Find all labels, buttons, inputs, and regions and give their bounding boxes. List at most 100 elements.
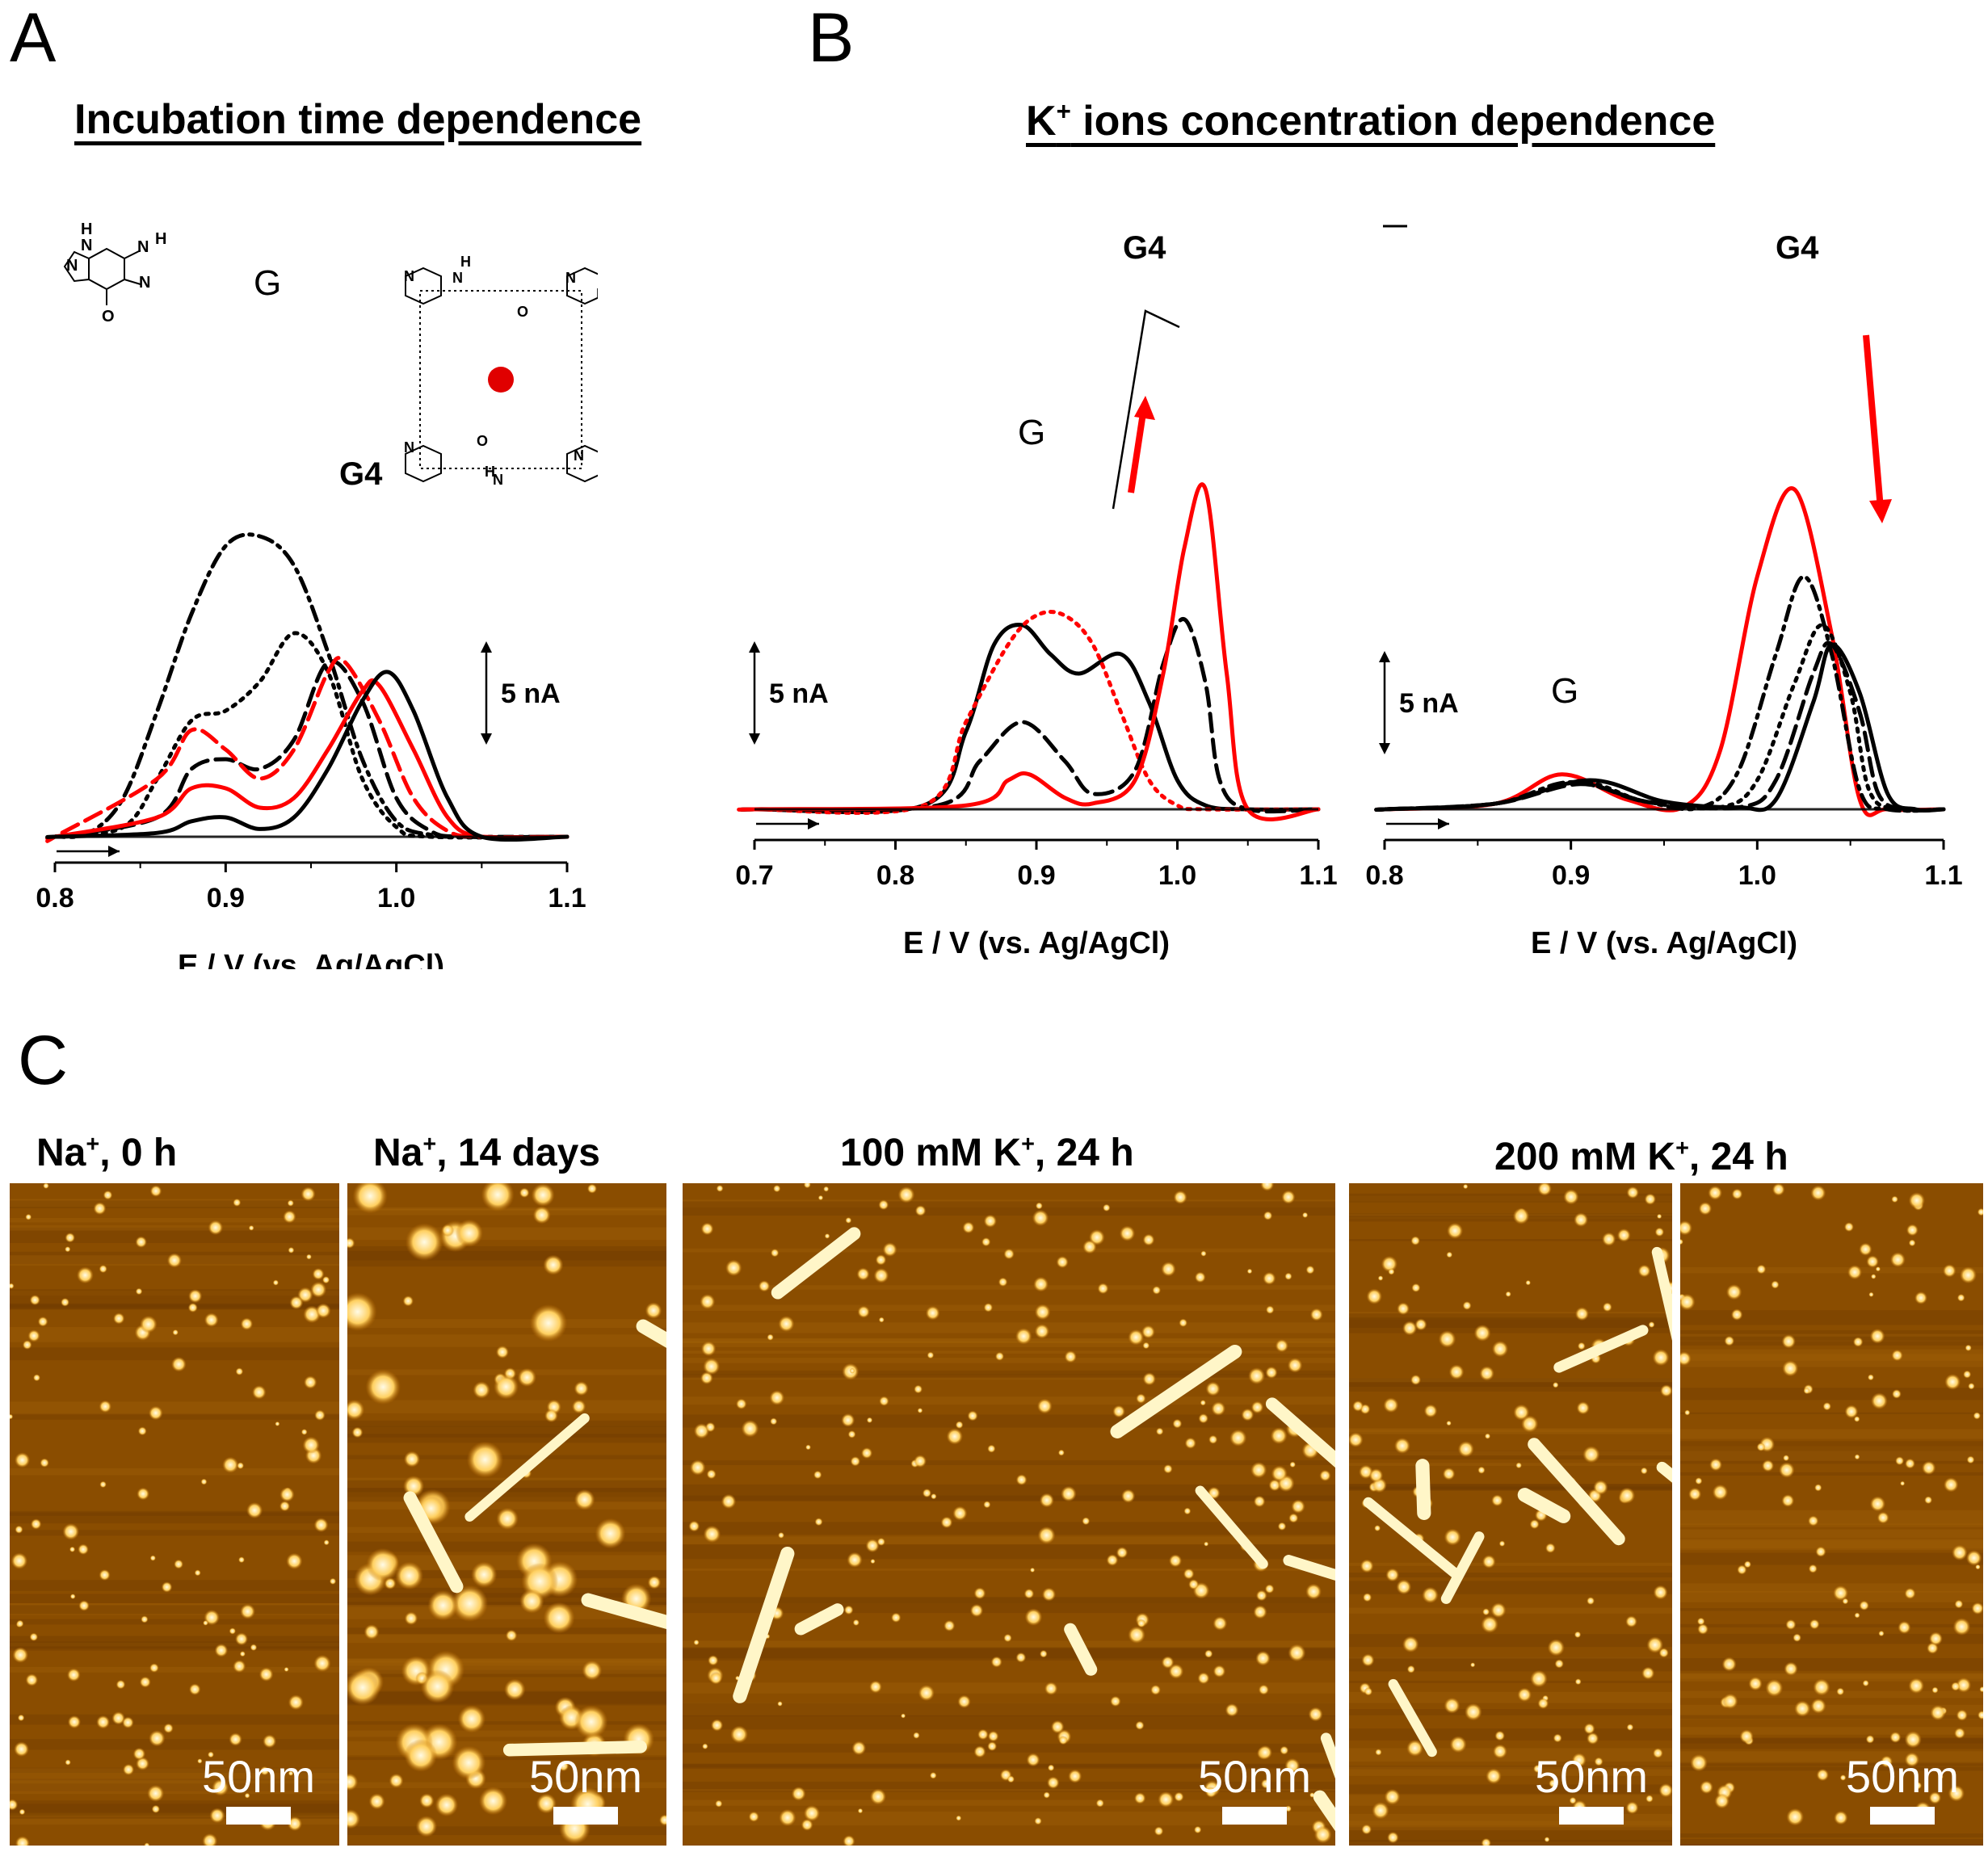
afm-particle-0-71 [322, 1275, 330, 1284]
afm-particle-4-91 [1881, 1755, 1893, 1768]
a-peak-label-g: G [254, 263, 281, 303]
b2-scale-bar-top [1379, 651, 1390, 662]
afm-stripe-2-30 [683, 1341, 1335, 1343]
b2-decrease-arrow [1863, 334, 1884, 510]
afm-particle-4-46 [1875, 1266, 1881, 1272]
afm-particle-2-208 [873, 1267, 889, 1283]
b2-peak-label-g4: G4 [1776, 230, 1819, 266]
afm-label-4-sup: + [1675, 1136, 1689, 1161]
afm-rod-2-5 [1195, 1485, 1268, 1569]
afm-particle-2-192 [1116, 1547, 1128, 1559]
afm-stripe-0-16 [10, 1401, 339, 1415]
afm-stripe-4-27 [1680, 1538, 1983, 1551]
afm-particle-4-135 [1908, 1239, 1916, 1247]
afm-particle-0-3 [65, 1246, 71, 1253]
afm-particle-3-43 [1349, 1432, 1364, 1447]
afm-particle-0-36 [272, 1279, 279, 1286]
afm-particle-2-8 [1213, 1616, 1228, 1631]
afm-particle-3-137 [1517, 1687, 1532, 1703]
afm-particle-2-154 [869, 1788, 887, 1805]
afm-particle-2-148 [1033, 1276, 1049, 1292]
afm-particle-2-32 [741, 1419, 759, 1438]
afm-particle-2-29 [770, 1249, 780, 1258]
afm-particle-2-108 [1309, 1308, 1323, 1321]
afm-particle-3-66 [1626, 1186, 1639, 1199]
afm-particle-1-82 [574, 1705, 608, 1739]
afm-particle-2-52 [813, 1470, 822, 1480]
afm-stripe-4-30 [1680, 1510, 1983, 1526]
a-quartet-atom-0: N [404, 268, 414, 284]
afm-particle-2-256 [879, 1396, 889, 1406]
afm-particle-1-83 [366, 1548, 400, 1582]
afm-stripe-1-24 [347, 1207, 666, 1211]
afm-particle-3-72 [1571, 1753, 1587, 1768]
afm-particle-0-119 [288, 1770, 294, 1776]
afm-particle-2-177 [1142, 1342, 1150, 1350]
afm-particle-4-22 [1731, 1188, 1743, 1200]
afm-particle-4-99 [1822, 1401, 1831, 1411]
afm-particle-4-124 [1810, 1698, 1826, 1714]
afm-particle-3-48 [1625, 1801, 1639, 1815]
afm-particle-2-176 [1188, 1579, 1200, 1590]
afm-particle-0-126 [135, 1236, 147, 1249]
afm-particle-4-26 [1781, 1334, 1797, 1349]
afm-particle-0-129 [76, 1266, 94, 1284]
afm-background-3 [1349, 1183, 1672, 1846]
afm-particle-2-159 [946, 1428, 964, 1445]
afm-particle-1-81 [532, 1206, 551, 1224]
afm-stripe-0-17 [10, 1227, 339, 1244]
afm-particle-3-17 [1374, 1525, 1381, 1532]
afm-particle-3-28 [1594, 1757, 1603, 1766]
afm-particle-1-29 [441, 1224, 455, 1237]
afm-particle-2-74 [1253, 1605, 1267, 1619]
afm-stripe-0-5 [10, 1779, 339, 1791]
afm-particle-2-242 [791, 1786, 806, 1801]
afm-particle-2-107 [767, 1333, 774, 1341]
afm-particle-0-130 [204, 1312, 219, 1328]
afm-stripe-3-0 [1349, 1378, 1672, 1392]
a-quartet-ring-1 [566, 267, 598, 305]
afm-stripe-4-10 [1680, 1658, 1983, 1671]
afm-particle-1-54 [519, 1187, 530, 1199]
afm-label-2-sup: + [422, 1132, 437, 1157]
afm-particle-0-19 [11, 1552, 28, 1569]
afm-stripe-1-17 [347, 1319, 666, 1329]
afm-particle-4-110 [1891, 1195, 1898, 1203]
afm-particle-2-115 [957, 1695, 971, 1709]
b1-xlabel: E / V (vs. Ag/AgCl) [903, 926, 1170, 960]
afm-stripe-3-21 [1349, 1680, 1672, 1683]
afm-particle-2-178 [983, 1303, 994, 1312]
afm-stripe-2-13 [683, 1715, 1335, 1730]
afm-particle-4-114 [1931, 1686, 1939, 1694]
afm-particle-4-24 [1942, 1264, 1956, 1278]
b2-series-solid-red [1374, 486, 1946, 817]
afm-particle-4-109 [1834, 1810, 1848, 1825]
afm-particle-2-223 [1288, 1644, 1306, 1662]
afm-stripe-1-1 [347, 1334, 666, 1347]
afm-particle-1-13 [495, 1345, 509, 1359]
afm-label-1-a: Na [36, 1132, 86, 1174]
afm-stripe-4-31 [1680, 1608, 1983, 1611]
afm-particle-2-212 [1137, 1619, 1146, 1628]
afm-particle-1-71 [647, 1575, 662, 1590]
afm-rod-1-2 [464, 1413, 590, 1522]
b1-series-solid-red [737, 482, 1321, 821]
afm-particle-2-135 [805, 1444, 811, 1451]
afm-particle-0-34 [310, 1281, 327, 1298]
afm-particle-1-61 [395, 1561, 424, 1590]
afm-particle-1-37 [347, 1237, 355, 1249]
afm-stripe-2-8 [683, 1370, 1335, 1375]
afm-stripe-3-1 [1349, 1213, 1672, 1218]
afm-particle-2-138 [1112, 1405, 1125, 1418]
afm-particle-3-112 [1423, 1404, 1438, 1418]
afm-particle-4-97 [1891, 1388, 1902, 1399]
afm-particle-3-68 [1361, 1824, 1372, 1835]
afm-particle-4-29 [1914, 1291, 1927, 1304]
afm-stripe-4-32 [1680, 1336, 1983, 1346]
afm-particle-4-51 [1809, 1619, 1820, 1630]
afm-particle-1-28 [368, 1793, 385, 1810]
b1-shift-arrow [1112, 309, 1180, 510]
afm-particle-3-115 [1463, 1183, 1469, 1190]
afm-stripe-3-27 [1349, 1193, 1672, 1203]
afm-texture-3: 50nm [683, 1183, 1335, 1846]
